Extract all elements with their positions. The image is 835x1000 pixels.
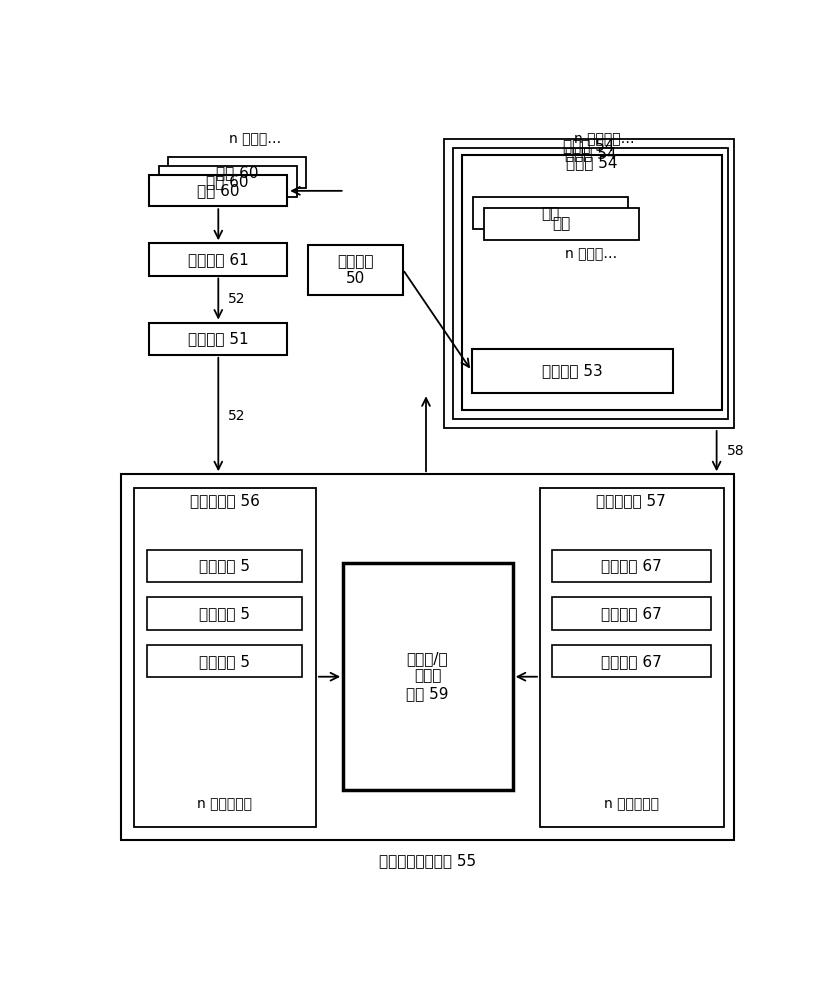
Bar (168, 157, 306, 188)
Text: 用户简档 5: 用户简档 5 (199, 558, 250, 573)
Text: 52: 52 (229, 292, 245, 306)
Bar (134, 488, 316, 827)
Bar (552, 550, 711, 582)
Text: 供应商 54: 供应商 54 (566, 155, 618, 170)
Bar (472, 349, 673, 393)
Text: 用户 60: 用户 60 (206, 174, 249, 189)
Text: 产品: 产品 (553, 216, 571, 231)
Text: n 个产品简档: n 个产品简档 (604, 797, 659, 811)
Bar (463, 155, 722, 410)
Bar (343, 563, 513, 790)
Text: 用户 60: 用户 60 (197, 183, 240, 198)
Bar (552, 645, 711, 677)
Text: 供应商 54: 供应商 54 (563, 138, 615, 153)
Text: n 个用户…: n 个用户… (230, 132, 281, 146)
Text: 供应商 54: 供应商 54 (564, 146, 616, 161)
Bar (149, 323, 287, 355)
Text: n 个产品…: n 个产品… (565, 247, 617, 261)
Text: 产品简档 67: 产品简档 67 (601, 606, 662, 621)
Bar (147, 597, 302, 630)
Text: 匹配和/或
配置器
引擎 59: 匹配和/或 配置器 引擎 59 (407, 651, 448, 701)
Text: 58: 58 (726, 444, 744, 458)
Text: n 个用户简档: n 个用户简档 (197, 797, 252, 811)
Bar (453, 148, 728, 419)
Text: 扫描装置 61: 扫描装置 61 (188, 252, 249, 267)
Text: 产品简档 67: 产品简档 67 (601, 558, 662, 573)
Bar (147, 645, 302, 677)
Text: 用户数据库 56: 用户数据库 56 (190, 494, 260, 509)
Text: 用户简档 5: 用户简档 5 (199, 606, 250, 621)
Text: 产品数据库 57: 产品数据库 57 (596, 494, 666, 509)
Bar (121, 474, 735, 840)
Bar (159, 166, 296, 197)
Bar (444, 139, 735, 428)
Text: 用户 60: 用户 60 (215, 165, 258, 180)
Text: n 个供应商…: n 个供应商… (574, 132, 635, 146)
Bar (540, 488, 724, 827)
Text: 扫描单元 51: 扫描单元 51 (188, 331, 249, 346)
Text: 52: 52 (229, 409, 245, 423)
Text: 制造单位 53: 制造单位 53 (542, 364, 603, 379)
Bar (149, 243, 287, 276)
Bar (308, 245, 402, 295)
Text: 产品简档 67: 产品简档 67 (601, 654, 662, 669)
Bar (484, 208, 639, 240)
Bar (473, 197, 628, 229)
Bar (147, 550, 302, 582)
Text: 用户简档 5: 用户简档 5 (199, 654, 250, 669)
Bar (552, 597, 711, 630)
Text: 产品: 产品 (542, 206, 560, 221)
Bar (149, 175, 287, 206)
Text: 定制产品选择平台 55: 定制产品选择平台 55 (379, 853, 476, 868)
Text: 定制产品
50: 定制产品 50 (337, 254, 374, 286)
